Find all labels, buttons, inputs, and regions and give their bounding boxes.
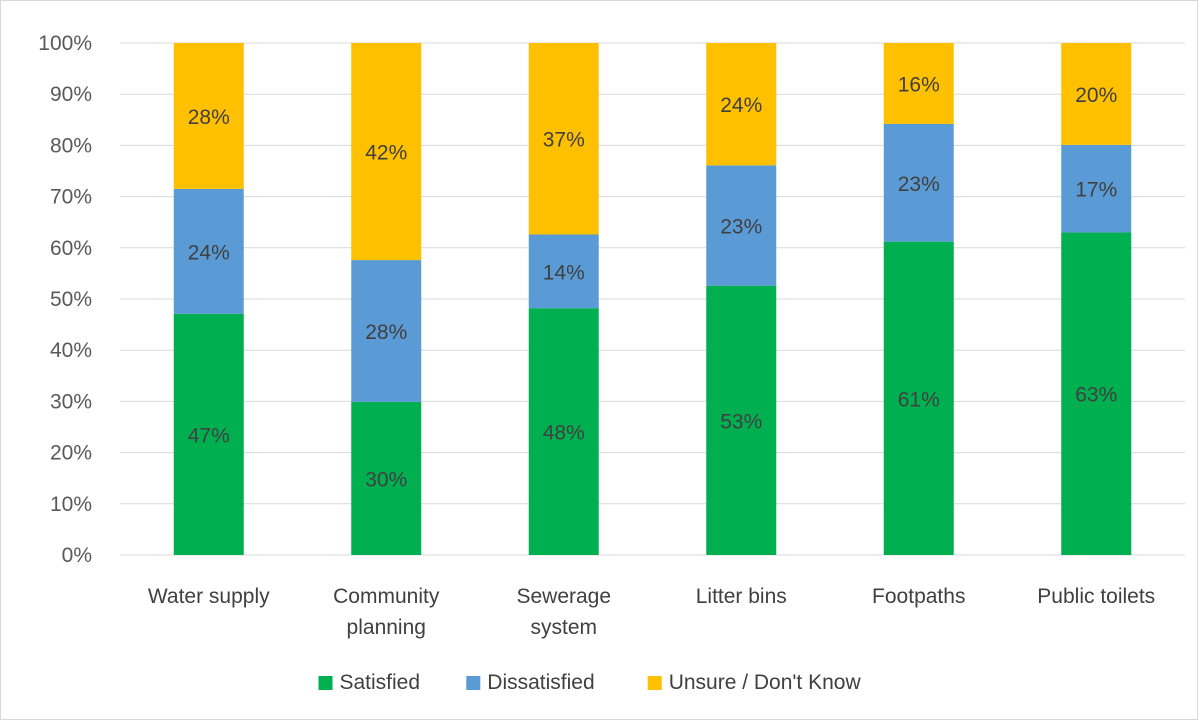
data-label: 16% (898, 73, 940, 96)
legend-swatch (647, 676, 662, 690)
bar-segment (883, 43, 954, 124)
data-label: 37% (543, 129, 585, 152)
x-category-label: Sewerage (516, 585, 611, 608)
data-label: 24% (188, 241, 230, 264)
x-category-label: Water supply (148, 585, 270, 608)
data-label: 24% (720, 94, 762, 117)
x-category-label: Public toilets (1037, 585, 1155, 608)
x-category-label: system (530, 616, 597, 639)
data-label: 23% (720, 216, 762, 239)
data-label: 61% (898, 388, 940, 411)
bar-segment (706, 43, 777, 166)
bar-segment (706, 285, 777, 555)
bar-segment (706, 165, 777, 286)
bar-segment (883, 123, 954, 242)
x-category-label: Footpaths (872, 585, 965, 608)
bar-segment (351, 401, 422, 555)
legend-swatch (318, 676, 333, 690)
x-category-label: Community (333, 585, 440, 608)
y-tick-label: 70% (50, 186, 92, 209)
y-tick-label: 30% (50, 390, 92, 413)
data-label: 48% (543, 422, 585, 445)
bar-segment (528, 308, 599, 555)
legend-label: Satisfied (340, 671, 421, 694)
y-tick-label: 20% (50, 442, 92, 465)
y-tick-label: 80% (50, 134, 92, 157)
x-category-label: planning (347, 616, 426, 639)
bar-segment (883, 241, 954, 555)
y-tick-label: 90% (50, 83, 92, 106)
legend-label: Unsure / Don't Know (669, 671, 862, 694)
bar-segment (528, 43, 599, 235)
bar-segment (173, 43, 244, 189)
data-label: 30% (365, 468, 407, 491)
bar-segment (351, 43, 422, 261)
legend-label: Dissatisfied (487, 671, 594, 694)
data-label: 20% (1075, 84, 1117, 107)
y-tick-label: 10% (50, 493, 92, 516)
data-label: 23% (898, 173, 940, 196)
y-tick-label: 60% (50, 237, 92, 260)
bar-segment (1061, 232, 1132, 555)
data-label: 63% (1075, 384, 1117, 407)
x-category-label: Litter bins (696, 585, 787, 608)
y-tick-label: 50% (50, 288, 92, 311)
data-label: 47% (188, 424, 230, 447)
bar-segment (173, 188, 244, 314)
bar-segment (528, 234, 599, 309)
data-label: 28% (188, 106, 230, 129)
bar-segment (1061, 144, 1132, 233)
data-label: 17% (1075, 179, 1117, 202)
bar-segment (351, 260, 422, 402)
legend-swatch (466, 676, 481, 690)
data-label: 53% (720, 410, 762, 433)
data-label: 14% (543, 261, 585, 284)
y-tick-label: 40% (50, 339, 92, 362)
data-label: 42% (365, 142, 407, 165)
y-tick-label: 100% (38, 32, 92, 55)
y-tick-label: 0% (62, 544, 92, 567)
bar-segment (173, 313, 244, 555)
bar-segment (1061, 43, 1132, 145)
data-label: 28% (365, 321, 407, 344)
